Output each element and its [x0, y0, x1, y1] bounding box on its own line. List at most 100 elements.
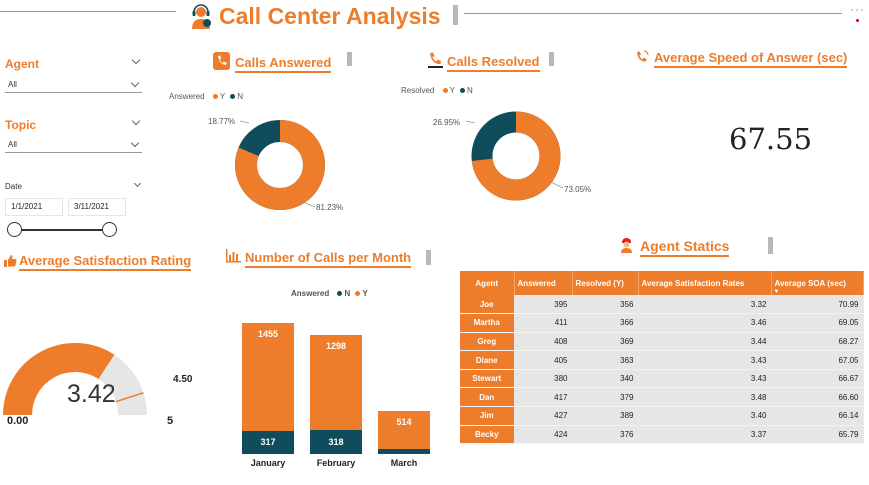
- column-header-resolved[interactable]: Resolved (Y): [572, 271, 639, 295]
- data-label: 318: [328, 437, 344, 448]
- table-cell: 66.67: [771, 369, 864, 389]
- sort-descending-icon[interactable]: ▼: [773, 289, 780, 295]
- legend-y-label: Y: [449, 86, 455, 95]
- table-row[interactable]: Dan 417 379 3.48 66.60: [460, 387, 864, 408]
- x-tick-label: March: [390, 458, 418, 468]
- bar-n-january[interactable]: 317: [242, 430, 294, 454]
- table-cell: 3.40: [638, 406, 772, 426]
- page-title: Call Center Analysis: [219, 3, 441, 29]
- agent-slicer-label: Agent: [5, 57, 39, 71]
- table-row[interactable]: Becky 424 376 3.37 65.79: [460, 425, 864, 445]
- agent-statics-title: Agent Statics: [640, 238, 730, 257]
- data-label: 317: [260, 437, 276, 448]
- date-range-end-handle[interactable]: [102, 222, 117, 237]
- chevron-down-icon: [130, 78, 140, 88]
- table-cell: 66.60: [771, 387, 864, 408]
- leader-line: [240, 120, 250, 124]
- legend-title: Resolved: [401, 86, 435, 95]
- table-cell: 356: [572, 295, 639, 315]
- column-header-agent[interactable]: Agent: [460, 271, 515, 295]
- calls-resolved-y-arc: [471, 111, 561, 201]
- topic-slicer-collapse-icon[interactable]: [131, 116, 141, 126]
- calls-answered-marker: [347, 52, 352, 66]
- date-range-start-handle[interactable]: [7, 222, 22, 237]
- table-row[interactable]: Diane 405 363 3.43 67.05: [460, 350, 864, 370]
- agent-statics-marker: [768, 237, 773, 254]
- table-row[interactable]: Martha 411 366 3.46 69.05: [460, 313, 864, 333]
- calls-per-month-legend: Answered N Y: [291, 289, 368, 298]
- agent-slicer-dropdown[interactable]: All: [5, 77, 142, 93]
- red-indicator: [856, 19, 859, 22]
- column-header-avg-soa[interactable]: Average SOA (sec) ▼: [771, 271, 864, 295]
- calls-resolved-n-pct: 26.95%: [433, 118, 461, 127]
- table-cell: 68.27: [771, 332, 864, 352]
- agent-icon: [619, 237, 634, 254]
- bar-n-february[interactable]: 318: [310, 430, 362, 454]
- table-cell: 3.43: [638, 350, 772, 370]
- more-options-icon[interactable]: ···: [850, 2, 865, 16]
- gauge-target-label: 4.50: [173, 374, 193, 385]
- agent-name-cell: Jim: [460, 406, 515, 426]
- bar-y-january[interactable]: 1455: [242, 323, 294, 431]
- bar-n-march[interactable]: [378, 448, 430, 454]
- phone-resolved-icon: [427, 51, 444, 69]
- table-cell: 69.05: [771, 313, 864, 333]
- table-cell: 411: [514, 313, 573, 333]
- legend-n-label: N: [344, 289, 351, 298]
- leader-line: [303, 201, 316, 208]
- calls-answered-donut[interactable]: [225, 110, 335, 220]
- bar-y-march[interactable]: 514: [378, 410, 430, 449]
- chevron-down-icon: [130, 138, 140, 148]
- calls-per-month-chart: 317 1455 January 318 1298 February 514 March: [230, 300, 450, 475]
- agent-slicer-collapse-icon[interactable]: [131, 55, 141, 65]
- date-end-input[interactable]: 3/11/2021: [68, 198, 126, 216]
- table-row[interactable]: Jim 427 389 3.40 66.14: [460, 406, 864, 426]
- table-row[interactable]: Greg 408 369 3.44 68.27: [460, 332, 864, 352]
- legend-y-swatch: [212, 94, 218, 100]
- legend-y-swatch: [355, 291, 361, 297]
- call-center-agent-icon: [188, 4, 214, 30]
- table-cell: 66.14: [771, 406, 864, 426]
- column-header-satisfaction[interactable]: Average Satisfaction Rates: [638, 271, 772, 295]
- data-label: 514: [396, 416, 412, 427]
- agent-name-cell: Joe: [460, 295, 515, 315]
- avg-satisfaction-title: Average Satisfaction Rating: [19, 253, 192, 271]
- date-slicer-collapse-icon[interactable]: [133, 179, 142, 188]
- table-header-row: Agent Answered Resolved (Y) Average Sati…: [460, 271, 864, 295]
- table-cell: 3.44: [638, 332, 772, 352]
- table-cell: 389: [572, 406, 639, 426]
- table-cell: 408: [514, 332, 573, 352]
- calls-answered-y-arc: [235, 120, 325, 210]
- column-header-answered[interactable]: Answered: [514, 271, 573, 295]
- bar-y-february[interactable]: 1298: [310, 334, 362, 431]
- agent-name-cell: Diane: [460, 350, 515, 370]
- topic-slicer-dropdown[interactable]: All: [5, 137, 142, 153]
- table-row[interactable]: Joe 395 356 3.32 70.99: [460, 295, 864, 315]
- calls-resolved-title: Calls Resolved: [447, 54, 540, 72]
- table-cell: 3.46: [638, 313, 772, 333]
- calls-resolved-donut[interactable]: [463, 103, 569, 209]
- gauge-min-label: 0.00: [7, 415, 29, 427]
- avg-speed-title: Average Speed of Answer (sec): [654, 50, 848, 68]
- calls-resolved-marker: [549, 52, 554, 66]
- legend-n-swatch: [337, 291, 343, 297]
- table-cell: 70.99: [771, 295, 864, 315]
- calls-per-month-title: Number of Calls per Month: [245, 250, 412, 268]
- legend-n-swatch: [230, 94, 236, 100]
- avg-satisfaction-gauge[interactable]: [0, 320, 200, 420]
- data-label: 1455: [257, 329, 279, 339]
- header-line-left: [0, 11, 176, 12]
- table-cell: 369: [572, 332, 639, 352]
- avg-speed-value: 67.55: [729, 122, 813, 156]
- table-cell: 380: [514, 369, 573, 389]
- x-tick-label: January: [250, 458, 286, 468]
- table-cell: 379: [572, 387, 639, 408]
- agent-name-cell: Becky: [460, 425, 515, 445]
- table-row[interactable]: Stewart 380 340 3.43 66.67: [460, 369, 864, 389]
- date-start-input[interactable]: 1/1/2021: [5, 198, 63, 216]
- x-tick-label: February: [316, 458, 356, 468]
- calls-answered-title: Calls Answered: [235, 55, 332, 73]
- legend-title: Answered: [169, 92, 205, 101]
- table-cell: 405: [514, 350, 573, 370]
- table-cell: 3.48: [638, 387, 772, 408]
